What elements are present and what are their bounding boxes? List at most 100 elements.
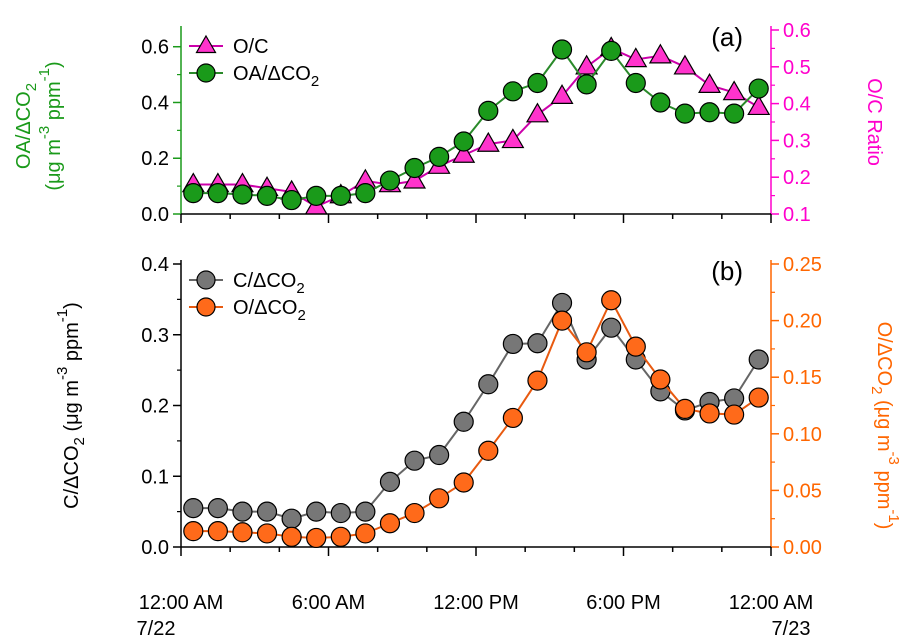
label-part: O/ΔCO [233,297,297,319]
right-tick-label: 0.20 [783,311,822,333]
legend-marker [196,270,216,290]
legend-entry: C/ΔCO2 [189,270,305,297]
right-tick-label: 0.1 [783,204,811,226]
series-1 [183,39,769,211]
legend-label: O/ΔCO2 [233,297,306,324]
data-point [724,404,745,425]
data-point [404,157,425,179]
series-line [193,297,760,539]
label-part: -1 [36,68,53,81]
right-tick-label: 0.25 [783,254,822,276]
left-tick-label: 0.0 [141,537,169,559]
data-point [724,103,745,124]
panel-label: (b) [711,256,743,286]
label-part: -3 [885,452,902,465]
data-point [478,100,499,121]
legend-label: OA/ΔCO2 [233,63,319,90]
data-point [576,342,597,363]
label-part: ppm [873,465,895,509]
data-point [527,333,548,354]
label-part: ppm [61,322,83,366]
data-point [183,521,204,542]
data-point [404,502,425,524]
data-point [379,471,401,493]
data-point [355,523,376,544]
data-point [624,47,648,68]
data-point [379,170,401,191]
data-point [306,185,327,206]
x-tick-label: 6:00 AM [292,592,365,614]
left-tick-label: 0.0 [141,204,169,226]
data-point [207,497,228,519]
data-point [674,103,696,124]
data-point [330,185,351,206]
right-axis-title: O/C Ratio [863,78,885,166]
right-tick-label: 0.3 [783,130,811,152]
data-point [429,444,450,466]
data-point [525,102,549,123]
legend-label: O/C [233,36,269,58]
data-point [722,80,746,101]
data-point [281,526,302,547]
data-point [183,182,204,204]
x-tick-date-label: 7/22 [137,618,176,640]
label-part: 2 [23,83,40,91]
data-point [502,407,523,429]
data-point [575,54,599,75]
label-part: C/ΔCO [61,445,83,508]
label-part: -1 [54,309,71,322]
data-point [748,387,769,408]
data-point [550,84,574,104]
data-point [502,81,523,102]
data-point [650,369,671,390]
data-point [429,146,450,167]
left-tick-label: 0.6 [141,37,169,59]
label-part: C/ΔCO [233,270,296,292]
data-point [452,142,476,163]
data-point [747,95,771,116]
right-tick-label: 0.05 [783,480,822,502]
data-point [501,128,525,149]
data-point [355,182,376,204]
data-point [650,92,671,113]
label-part: -1 [885,509,902,522]
data-point [453,131,474,152]
data-point [453,472,474,493]
series-line [193,300,760,520]
data-point [674,398,696,419]
data-point [625,336,646,357]
data-point [306,501,327,522]
data-point [403,168,427,189]
x-tick-label: 12:00 AM [729,592,814,614]
right-tick-label: 0.4 [783,94,811,116]
panel-b: 0.0 0.1 0.2 0.3 0.4 0.00 0.05 0.10 0.15 0.20 0.25 1… [54,254,902,640]
data-point [379,513,401,534]
data-point [648,43,672,64]
legend-marker [196,63,216,83]
right-tick-label: 0.6 [783,20,811,42]
legend-entry: O/C [189,34,269,58]
series-1 [183,290,769,549]
label-part: O/ΔCO [873,322,895,386]
data-point [207,521,228,542]
data-point [478,440,499,461]
data-point [207,182,228,204]
data-point [476,131,500,152]
data-point [601,290,622,311]
legend-label: C/ΔCO2 [233,270,305,297]
data-point [256,523,278,544]
x-tick-label: 12:00 AM [139,592,224,614]
left-tick-label: 0.4 [141,92,169,114]
data-point [232,522,253,543]
label-part: 2 [71,437,88,445]
data-point [601,40,622,62]
data-point [453,411,474,432]
data-point [330,502,351,524]
label-part: 2 [311,73,319,90]
data-point [748,78,769,99]
left-axis-title-units: (μg m-3 ppm-1) [36,61,65,190]
data-point [404,450,425,471]
x-tick-label: 6:00 PM [586,592,660,614]
data-point [551,310,573,331]
